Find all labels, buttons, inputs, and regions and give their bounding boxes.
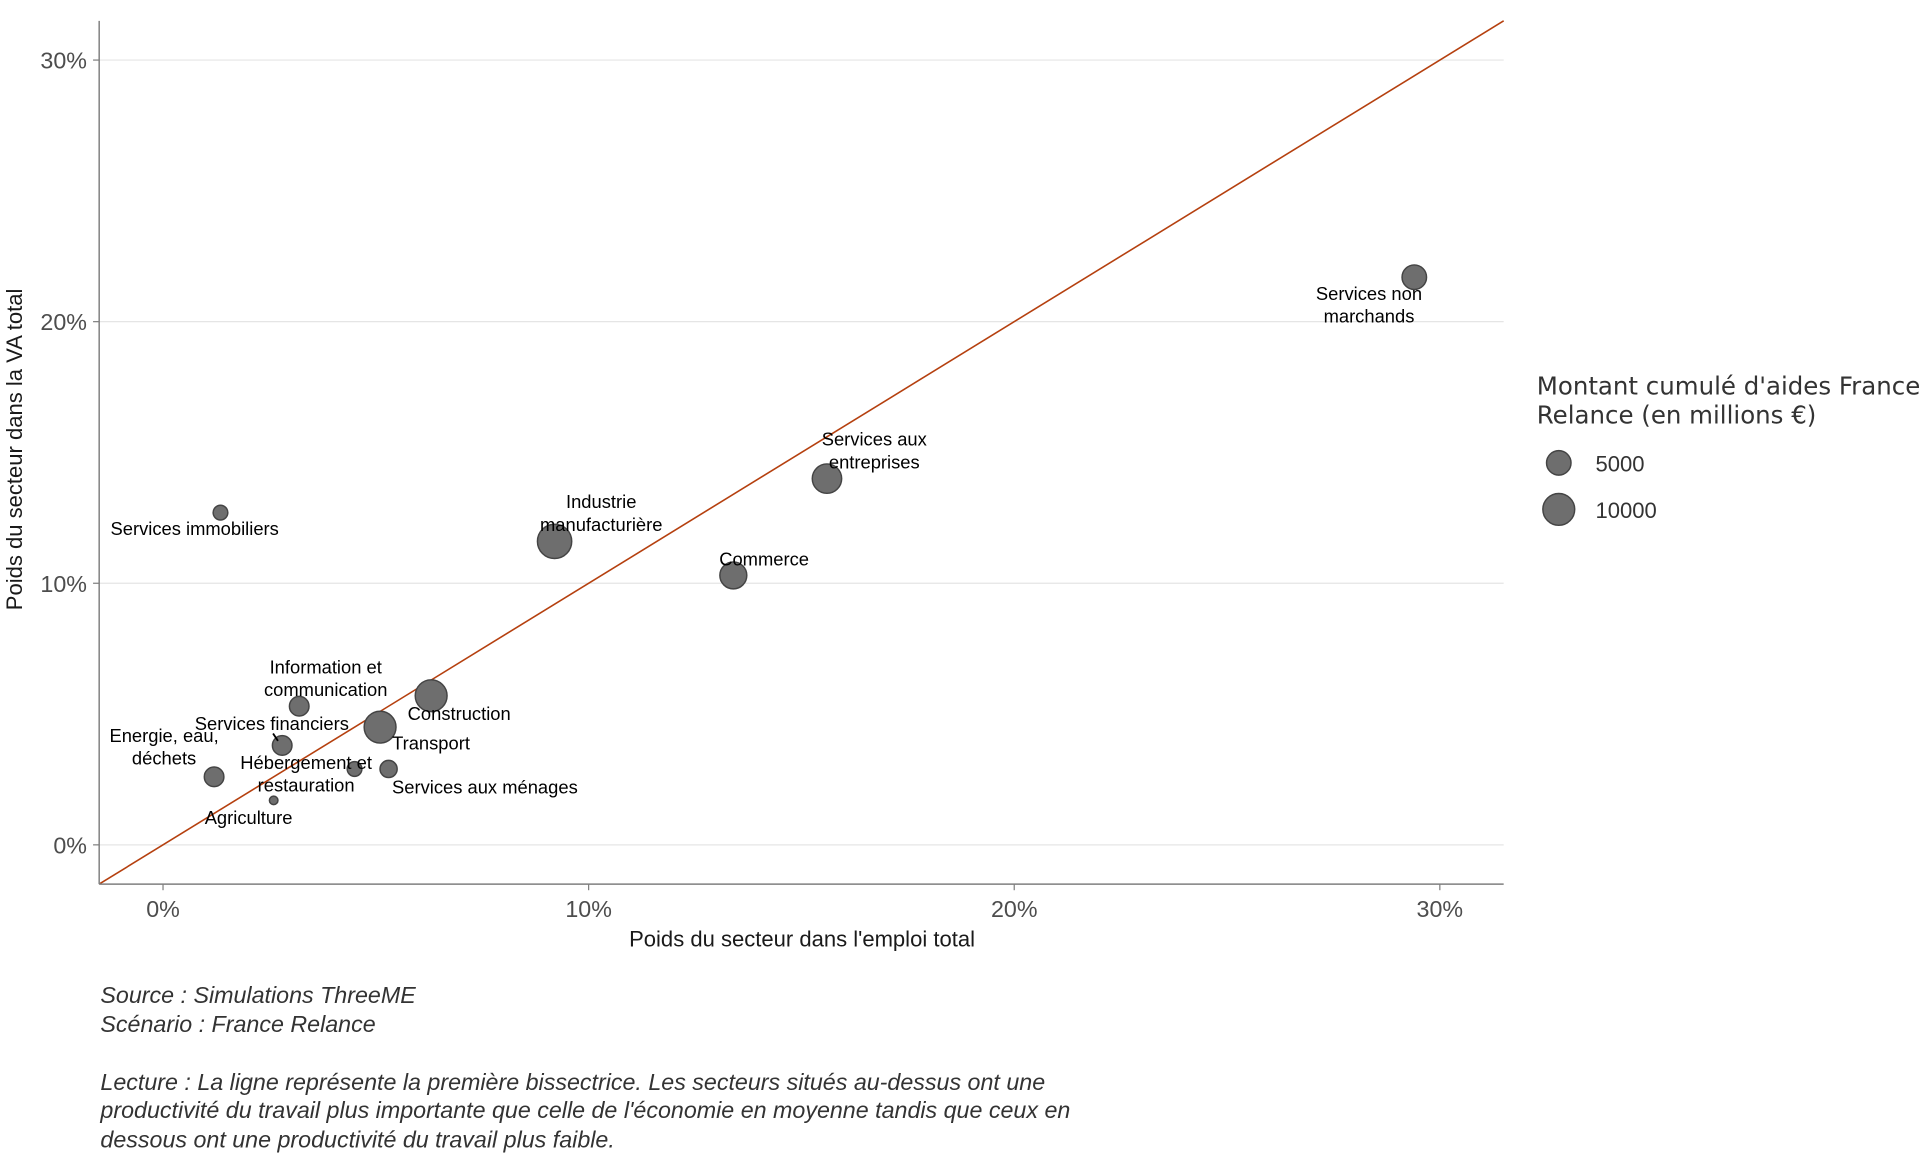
point-labels: Services non marchands Services aux entrepr…	[109, 283, 1422, 828]
point-services-aux-menages	[379, 759, 398, 779]
point-services-aux-entreprises	[811, 463, 843, 495]
label-services-aux-entreprises: Services aux entreprises	[822, 429, 927, 473]
bisector-line	[98, 20, 1505, 885]
point-industrie-manufacturiere	[536, 523, 573, 560]
label-services-immobiliers: Services immobiliers	[111, 518, 279, 539]
label-construction: Construction	[408, 703, 511, 724]
bisector-line-path	[98, 20, 1505, 885]
caption-source: Source : Simulations ThreeME	[100, 982, 416, 1008]
caption-reading-3: dessous ont une productivité du travail …	[100, 1126, 614, 1152]
data-points	[203, 264, 1428, 806]
point-hebergement-et-restauration	[346, 760, 363, 778]
caption-scenario: Scénario : France Relance	[100, 1011, 375, 1037]
legend-title-line-2: Relance (en millions €)	[1537, 401, 1817, 430]
legend-title-line-1: Montant cumulé d'aides France	[1537, 371, 1920, 400]
size-legend: Montant cumulé d'aides France Relance (e…	[1537, 371, 1920, 527]
legend-label-5000: 5000	[1596, 451, 1645, 476]
point-energie-eau-dechets	[203, 766, 225, 788]
point-commerce	[719, 561, 748, 590]
caption-reading-1: Lecture : La ligne représente la premièr…	[100, 1069, 1045, 1095]
x-axis-title: Poids du secteur dans l'emploi total	[629, 927, 975, 952]
label-energie-eau-dechets: Energie, eau, déchets	[109, 725, 218, 769]
point-services-non-marchands	[1401, 264, 1428, 291]
label-information-et-communication: Information et communication	[264, 656, 387, 700]
label-services-aux-menages: Services aux ménages	[392, 776, 578, 797]
legend-key-10000	[1542, 492, 1576, 527]
x-tick-label: 10%	[565, 896, 612, 922]
x-tick-label: 30%	[1417, 896, 1464, 922]
caption-reading-2: productivité du travail plus importante …	[99, 1097, 1070, 1123]
y-tick-label: 20%	[40, 309, 87, 335]
label-leader-services-financiers	[272, 732, 279, 742]
point-information-et-communication	[288, 695, 310, 717]
point-construction	[414, 679, 448, 713]
legend-label-10000: 10000	[1596, 498, 1657, 523]
y-tick-label: 0%	[53, 832, 87, 858]
label-commerce: Commerce	[719, 549, 809, 570]
point-agriculture	[268, 795, 279, 806]
label-industrie-manufacturiere: Industrie manufacturière	[540, 491, 662, 535]
label-services-financiers: Services financiers	[195, 713, 349, 734]
point-services-immobiliers	[212, 504, 229, 521]
legend-key-5000	[1545, 449, 1572, 476]
point-transport	[363, 710, 397, 744]
y-axis-title: Poids du secteur dans la VA total	[2, 289, 27, 611]
x-tick-label: 20%	[991, 896, 1038, 922]
grid-lines	[99, 59, 1504, 846]
caption: Source : Simulations ThreeME Scénario : …	[99, 982, 1070, 1152]
label-transport: Transport	[392, 732, 470, 753]
label-hebergement-et-restauration: Hébergement et restauration	[240, 752, 372, 796]
y-tick-label: 10%	[40, 571, 87, 597]
axes: 0% 10% 20% 30% 0% 10% 20% 30%	[40, 20, 1504, 922]
y-tick-label: 30%	[40, 48, 87, 74]
label-agriculture: Agriculture	[205, 807, 293, 828]
label-services-non-marchands: Services non marchands	[1316, 283, 1422, 327]
x-tick-label: 0%	[146, 896, 180, 922]
